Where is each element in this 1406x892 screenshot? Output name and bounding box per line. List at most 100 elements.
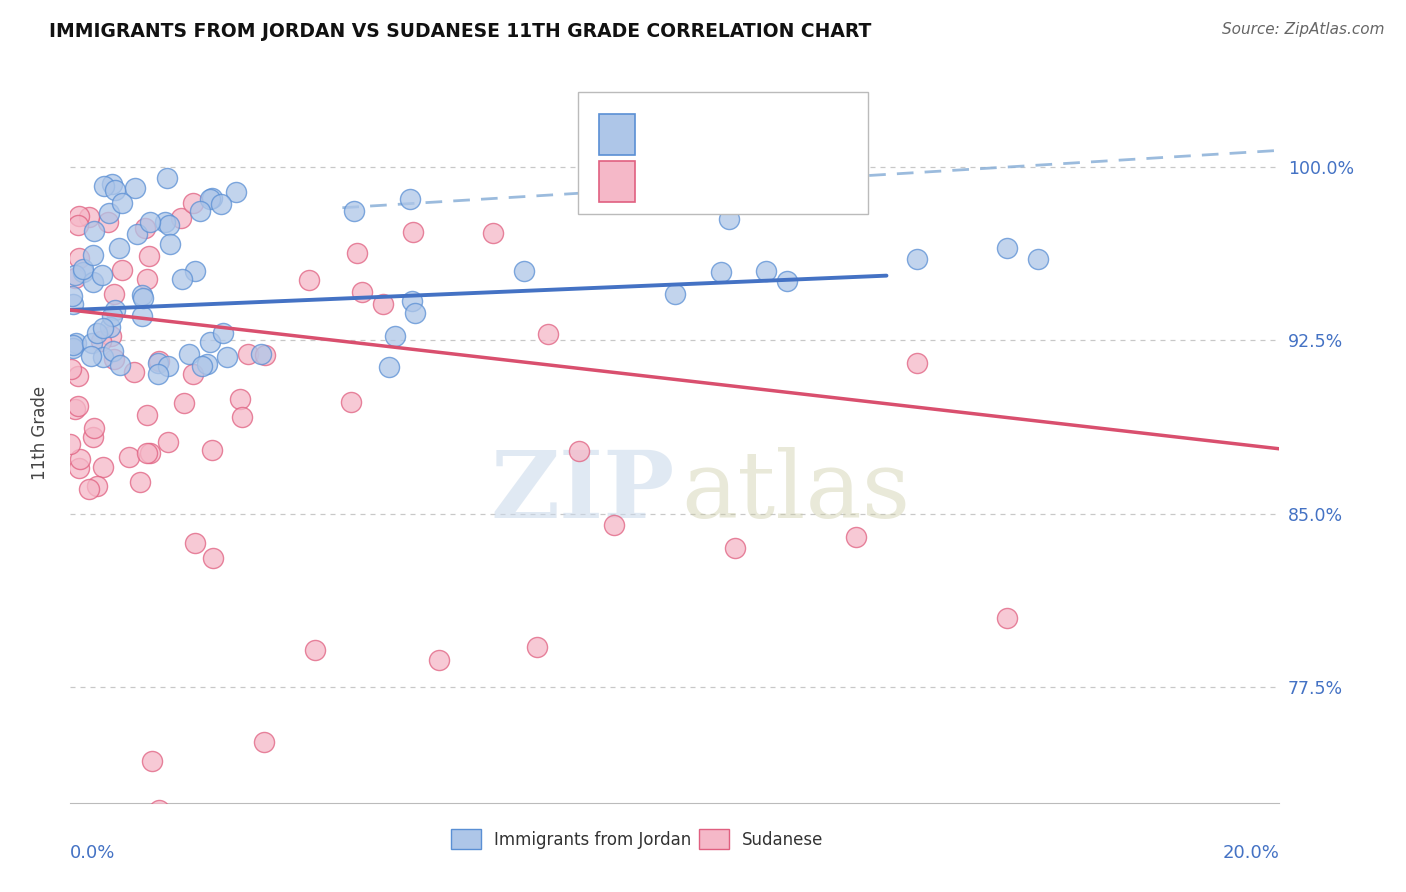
Point [845, 530, 868, 544]
Point [62, 297, 84, 311]
Point [67, 210, 90, 224]
Point [724, 541, 747, 556]
Point [60, 361, 83, 376]
Point [98, 319, 121, 334]
Point [93, 178, 115, 193]
Point [304, 643, 326, 657]
Point [128, 475, 150, 489]
Text: IMMIGRANTS FROM JORDAN VS SUDANESE 11TH GRADE CORRELATION CHART: IMMIGRANTS FROM JORDAN VS SUDANESE 11TH … [49, 22, 872, 41]
Point [343, 203, 366, 218]
Point [79, 482, 101, 496]
Point [139, 446, 162, 460]
Point [482, 226, 505, 240]
Point [63, 268, 86, 282]
Point [91, 321, 114, 335]
Point [66, 400, 89, 414]
Point [83, 421, 105, 435]
Point [65, 401, 87, 416]
Point [72, 265, 94, 279]
Point [101, 178, 124, 192]
Point [183, 263, 205, 277]
Point [603, 518, 626, 533]
Point [181, 367, 204, 381]
Point [513, 263, 536, 277]
Point [148, 803, 170, 817]
Point [201, 550, 224, 565]
FancyBboxPatch shape [599, 114, 636, 155]
Point [373, 297, 395, 311]
Point [83, 224, 105, 238]
Point [298, 273, 321, 287]
Point [86, 326, 108, 340]
Point [156, 434, 179, 449]
Point [132, 291, 155, 305]
Point [69, 452, 91, 467]
Point [754, 263, 776, 277]
Point [201, 191, 224, 205]
Point [198, 335, 221, 350]
Point [62, 289, 84, 303]
Point [72, 261, 94, 276]
Point [905, 252, 928, 266]
Point [131, 288, 153, 302]
Point [80, 349, 103, 363]
Point [62, 341, 84, 355]
Point [122, 365, 145, 379]
Point [104, 183, 127, 197]
Point [346, 246, 368, 260]
Point [568, 443, 591, 458]
Point [62, 338, 84, 352]
Point [111, 196, 134, 211]
Point [148, 367, 170, 381]
Point [124, 181, 146, 195]
Point [118, 450, 141, 465]
FancyBboxPatch shape [699, 829, 730, 849]
Point [100, 329, 122, 343]
Point [384, 329, 406, 343]
Point [537, 327, 560, 342]
Point [108, 241, 131, 255]
Point [201, 442, 224, 457]
Point [170, 272, 193, 286]
Text: ZIP: ZIP [491, 447, 675, 537]
Text: Immigrants from Jordan: Immigrants from Jordan [494, 830, 690, 849]
Point [209, 197, 232, 211]
Point [710, 265, 733, 279]
Point [141, 754, 163, 768]
Point [77, 210, 100, 224]
Point [253, 348, 276, 362]
Point [111, 262, 134, 277]
Point [188, 204, 211, 219]
FancyBboxPatch shape [451, 829, 481, 849]
Point [103, 352, 125, 367]
Point [398, 192, 420, 206]
Point [404, 305, 426, 319]
Point [135, 446, 157, 460]
Point [101, 344, 124, 359]
Point [67, 251, 90, 265]
Text: 0.0%: 0.0% [70, 844, 115, 862]
Point [82, 336, 104, 351]
Point [429, 653, 451, 667]
Text: R =: R = [651, 125, 692, 144]
Point [59, 437, 82, 451]
Point [231, 409, 253, 424]
Point [995, 610, 1018, 624]
Point [148, 353, 170, 368]
Point [131, 309, 153, 323]
Point [90, 334, 112, 348]
Point [170, 211, 193, 225]
Point [153, 215, 176, 229]
Text: atlas: atlas [681, 447, 910, 537]
Point [157, 218, 180, 232]
Point [401, 294, 423, 309]
Point [229, 392, 252, 406]
Point [717, 211, 740, 226]
Text: Source: ZipAtlas.com: Source: ZipAtlas.com [1222, 22, 1385, 37]
Text: -0.113: -0.113 [693, 171, 759, 190]
Point [104, 303, 127, 318]
Text: N =: N = [756, 125, 811, 144]
Point [91, 268, 114, 283]
Text: 71: 71 [808, 125, 834, 144]
Point [664, 286, 686, 301]
